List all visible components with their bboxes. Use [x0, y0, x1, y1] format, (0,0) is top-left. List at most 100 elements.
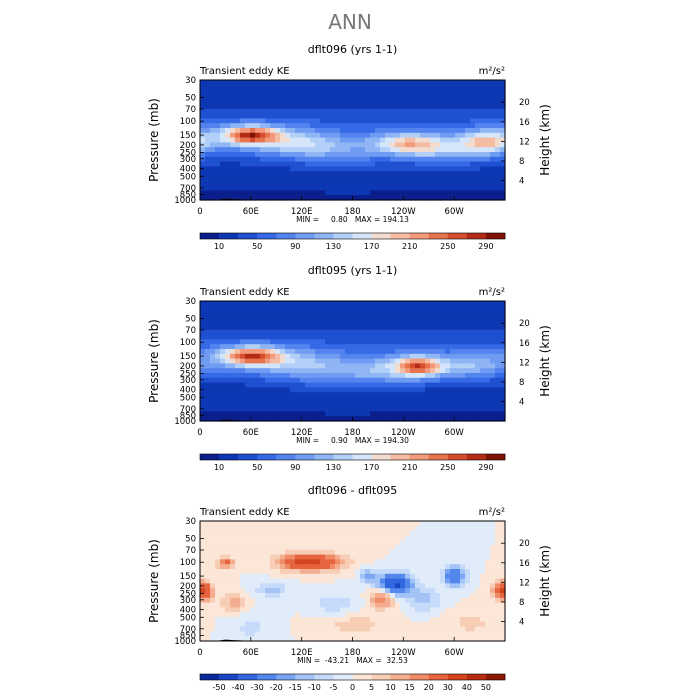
- contour-cell: [215, 113, 221, 119]
- contour-cell: [485, 387, 491, 393]
- contour-cell: [425, 626, 431, 632]
- contour-cell: [490, 530, 496, 536]
- contour-cell: [340, 564, 346, 570]
- contour-cell: [410, 104, 416, 110]
- contour-cell: [475, 310, 481, 316]
- contour-cell: [490, 334, 496, 340]
- contour-cell: [425, 525, 431, 532]
- contour-cell: [255, 540, 261, 546]
- contour-cell: [270, 185, 276, 191]
- contour-cell: [440, 406, 446, 412]
- contour-cell: [415, 99, 421, 105]
- contour-cell: [485, 180, 491, 187]
- contour-cell: [295, 358, 301, 364]
- contour-cell: [255, 142, 261, 148]
- contour-cell: [340, 621, 346, 628]
- contour-cell: [260, 573, 266, 580]
- contour-cell: [285, 94, 291, 100]
- contour-cell: [450, 104, 456, 110]
- contour-cell: [225, 416, 231, 422]
- contour-cell: [270, 104, 276, 110]
- contour-cell: [465, 559, 471, 565]
- contour-cell: [430, 636, 436, 642]
- contour-cell: [260, 583, 266, 589]
- contour-cell: [295, 626, 301, 632]
- contour-cell: [315, 363, 321, 369]
- contour-cell: [480, 320, 486, 326]
- colorbar-label: 20: [424, 683, 434, 692]
- contour-cell: [375, 373, 381, 379]
- contour-cell: [240, 334, 246, 340]
- contour-cell: [335, 406, 341, 412]
- contour-cell: [340, 128, 346, 134]
- contour-cell: [280, 545, 286, 551]
- contour-cell: [485, 195, 491, 201]
- contour-cell: [430, 406, 436, 412]
- contour-cell: [410, 161, 416, 167]
- contour-cell: [435, 339, 441, 345]
- y-tick-label: 150: [180, 131, 196, 141]
- contour-cell: [490, 588, 496, 594]
- contour-cell: [290, 392, 296, 398]
- contour-cell: [275, 583, 281, 589]
- contour-cell: [280, 377, 286, 384]
- contour-cell: [370, 123, 376, 129]
- contour-cell: [450, 392, 456, 398]
- contour-cell: [355, 349, 361, 355]
- contour-cell: [410, 559, 416, 565]
- contour-cell: [285, 185, 291, 191]
- contour-cell: [385, 132, 391, 139]
- contour-cell: [280, 180, 286, 187]
- contour-cell: [355, 540, 361, 546]
- contour-cell: [415, 588, 421, 594]
- contour-cell: [215, 525, 221, 532]
- contour-cell: [440, 368, 446, 374]
- contour-cell: [460, 631, 466, 637]
- contour-cell: [325, 147, 331, 153]
- contour-cell: [265, 305, 271, 312]
- contour-cell: [305, 185, 311, 191]
- contour-cell: [425, 137, 431, 143]
- contour-cell: [405, 320, 411, 326]
- contour-cell: [420, 180, 426, 187]
- contour-cell: [250, 358, 256, 364]
- contour-cell: [470, 545, 476, 551]
- contour-cell: [430, 195, 436, 201]
- contour-cell: [340, 118, 346, 124]
- contour-cell: [500, 310, 506, 316]
- contour-cell: [450, 166, 456, 172]
- contour-cell: [240, 315, 246, 321]
- contour-cell: [340, 382, 346, 388]
- contour-cell: [320, 166, 326, 172]
- colorbar-label: 30: [443, 683, 453, 692]
- contour-cell: [440, 358, 446, 364]
- contour-cell: [375, 636, 381, 642]
- contour-cell: [250, 142, 256, 148]
- contour-cell: [370, 573, 376, 580]
- contour-cell: [255, 89, 261, 95]
- contour-cell: [495, 583, 501, 589]
- contour-cell: [405, 363, 411, 369]
- contour-cell: [415, 373, 421, 379]
- contour-cell: [405, 564, 411, 570]
- contour-cell: [280, 104, 286, 110]
- contour-cell: [345, 171, 351, 177]
- contour-cell: [480, 636, 486, 642]
- contour-cell: [320, 358, 326, 364]
- contour-cell: [260, 339, 266, 345]
- contour-cell: [375, 525, 381, 532]
- contour-cell: [420, 190, 426, 196]
- contour-cell: [225, 525, 231, 532]
- contour-cell: [300, 617, 306, 623]
- contour-cell: [445, 315, 451, 321]
- contour-cell: [420, 171, 426, 177]
- contour-cell: [380, 108, 386, 115]
- contour-cell: [315, 593, 321, 599]
- contour-cell: [245, 593, 251, 599]
- contour-cell: [275, 325, 281, 331]
- contour-cell: [270, 137, 276, 143]
- contour-cell: [210, 315, 216, 321]
- contour-cell: [210, 397, 216, 403]
- contour-cell: [240, 382, 246, 388]
- contour-cell: [295, 118, 301, 124]
